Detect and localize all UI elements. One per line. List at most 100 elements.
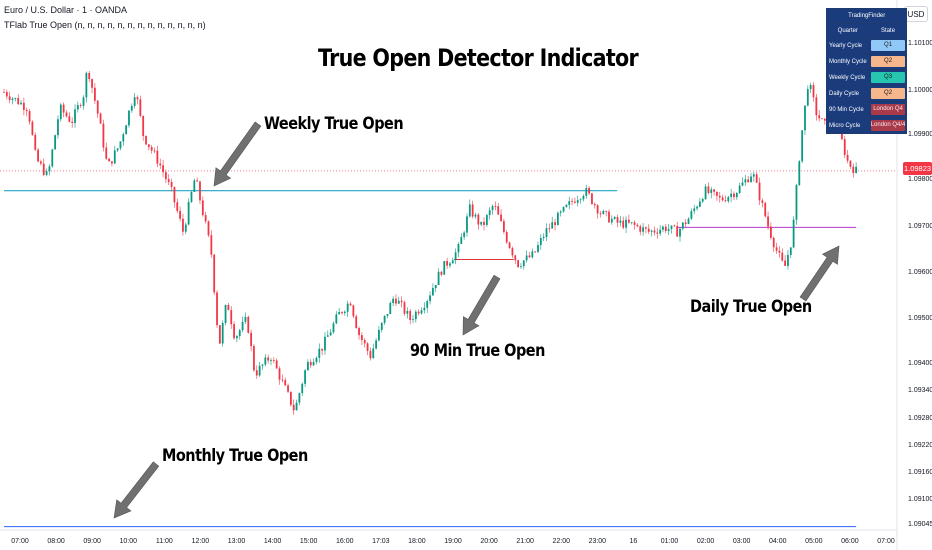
candle <box>710 186 713 199</box>
table-row: Micro Cycle London Q4/4 <box>826 117 908 134</box>
candle <box>236 334 238 343</box>
time-tick-label: 01:00 <box>661 538 679 545</box>
candle <box>31 120 34 136</box>
candle <box>684 219 687 227</box>
candle <box>267 354 270 364</box>
symbol-title[interactable]: Euro / U.S. Dollar · 1 · OANDA <box>4 5 128 15</box>
candle <box>503 218 505 235</box>
candle <box>369 347 372 361</box>
candle <box>309 359 312 368</box>
candle <box>815 93 818 121</box>
candle <box>855 162 858 174</box>
candle <box>608 209 610 224</box>
candle <box>204 211 207 224</box>
candle <box>68 112 71 123</box>
indicator-title[interactable]: TFlab True Open (n, n, n, n, n, n, n, n,… <box>4 20 206 30</box>
candle <box>187 198 190 226</box>
candle <box>679 227 681 242</box>
candle <box>105 142 108 160</box>
candle <box>196 177 199 182</box>
candle <box>264 354 267 367</box>
candle <box>645 226 647 234</box>
candle <box>659 225 662 236</box>
candle <box>145 135 147 146</box>
candle <box>278 366 281 385</box>
candle <box>190 191 193 204</box>
candle <box>147 144 150 151</box>
price-tick-label: 1.09900 <box>908 131 932 138</box>
price-tick-label: 1.09220 <box>908 442 932 449</box>
currency-button[interactable]: USD <box>904 6 928 22</box>
price-axis: 1.10100 1.10000 1.09900 1.09800 1.09700 1.096… <box>896 0 932 550</box>
candle <box>142 115 145 141</box>
price-tick-label: 1.09160 <box>908 469 932 476</box>
candle <box>150 144 153 154</box>
candle <box>108 157 110 162</box>
time-tick-label: 15:00 <box>300 538 318 545</box>
monthly-arrow-icon <box>113 461 160 519</box>
candle <box>307 359 309 371</box>
candle <box>446 257 448 269</box>
candle <box>162 159 164 178</box>
table-row: Monthly Cycle Q2 <box>826 53 908 70</box>
candle <box>650 229 653 237</box>
candle <box>548 223 551 233</box>
cycle-state-badge: Q1 <box>870 40 906 51</box>
candle <box>400 296 403 308</box>
time-tick-label: 16:00 <box>336 538 354 545</box>
candle <box>184 222 187 235</box>
candle <box>216 290 218 328</box>
candle <box>116 148 119 152</box>
true-open-levels <box>0 170 897 528</box>
candle <box>755 171 758 184</box>
candle <box>497 202 500 215</box>
candle <box>531 248 534 259</box>
candle <box>241 316 244 333</box>
candle <box>389 301 392 315</box>
candle <box>233 321 235 340</box>
candle <box>153 147 156 154</box>
candle <box>74 104 76 128</box>
candle <box>707 182 710 195</box>
table-row: Daily Cycle Q2 <box>826 85 908 102</box>
candle <box>71 117 74 128</box>
candle <box>167 174 170 185</box>
candle <box>588 185 591 196</box>
candle <box>366 341 369 356</box>
candle <box>193 178 196 193</box>
cycle-label: Weekly Cycle <box>826 69 870 86</box>
candle <box>139 95 142 118</box>
candle <box>111 161 113 167</box>
candle <box>57 115 59 139</box>
candle <box>528 251 531 259</box>
candle <box>781 248 784 262</box>
candle <box>733 191 735 201</box>
candle <box>616 214 619 228</box>
candle <box>474 212 477 219</box>
candle <box>542 233 545 242</box>
candle <box>261 363 264 370</box>
candle <box>48 164 51 176</box>
candle <box>508 241 511 249</box>
candle <box>227 302 230 311</box>
candle <box>65 110 68 118</box>
candle <box>744 174 747 186</box>
candle <box>42 158 45 177</box>
candle <box>593 202 596 209</box>
candle <box>764 201 767 218</box>
time-tick-label: 09:00 <box>83 538 101 545</box>
candle <box>809 83 812 94</box>
candle <box>554 218 556 231</box>
candle <box>40 159 42 166</box>
candle <box>429 291 431 305</box>
candle <box>91 78 93 94</box>
candle <box>568 196 571 210</box>
candle <box>471 200 474 219</box>
candle <box>165 169 167 184</box>
candle <box>136 95 139 105</box>
table-title: TradingFinder <box>825 8 908 24</box>
candle <box>463 230 466 240</box>
candle <box>281 374 284 383</box>
candle <box>787 249 789 270</box>
